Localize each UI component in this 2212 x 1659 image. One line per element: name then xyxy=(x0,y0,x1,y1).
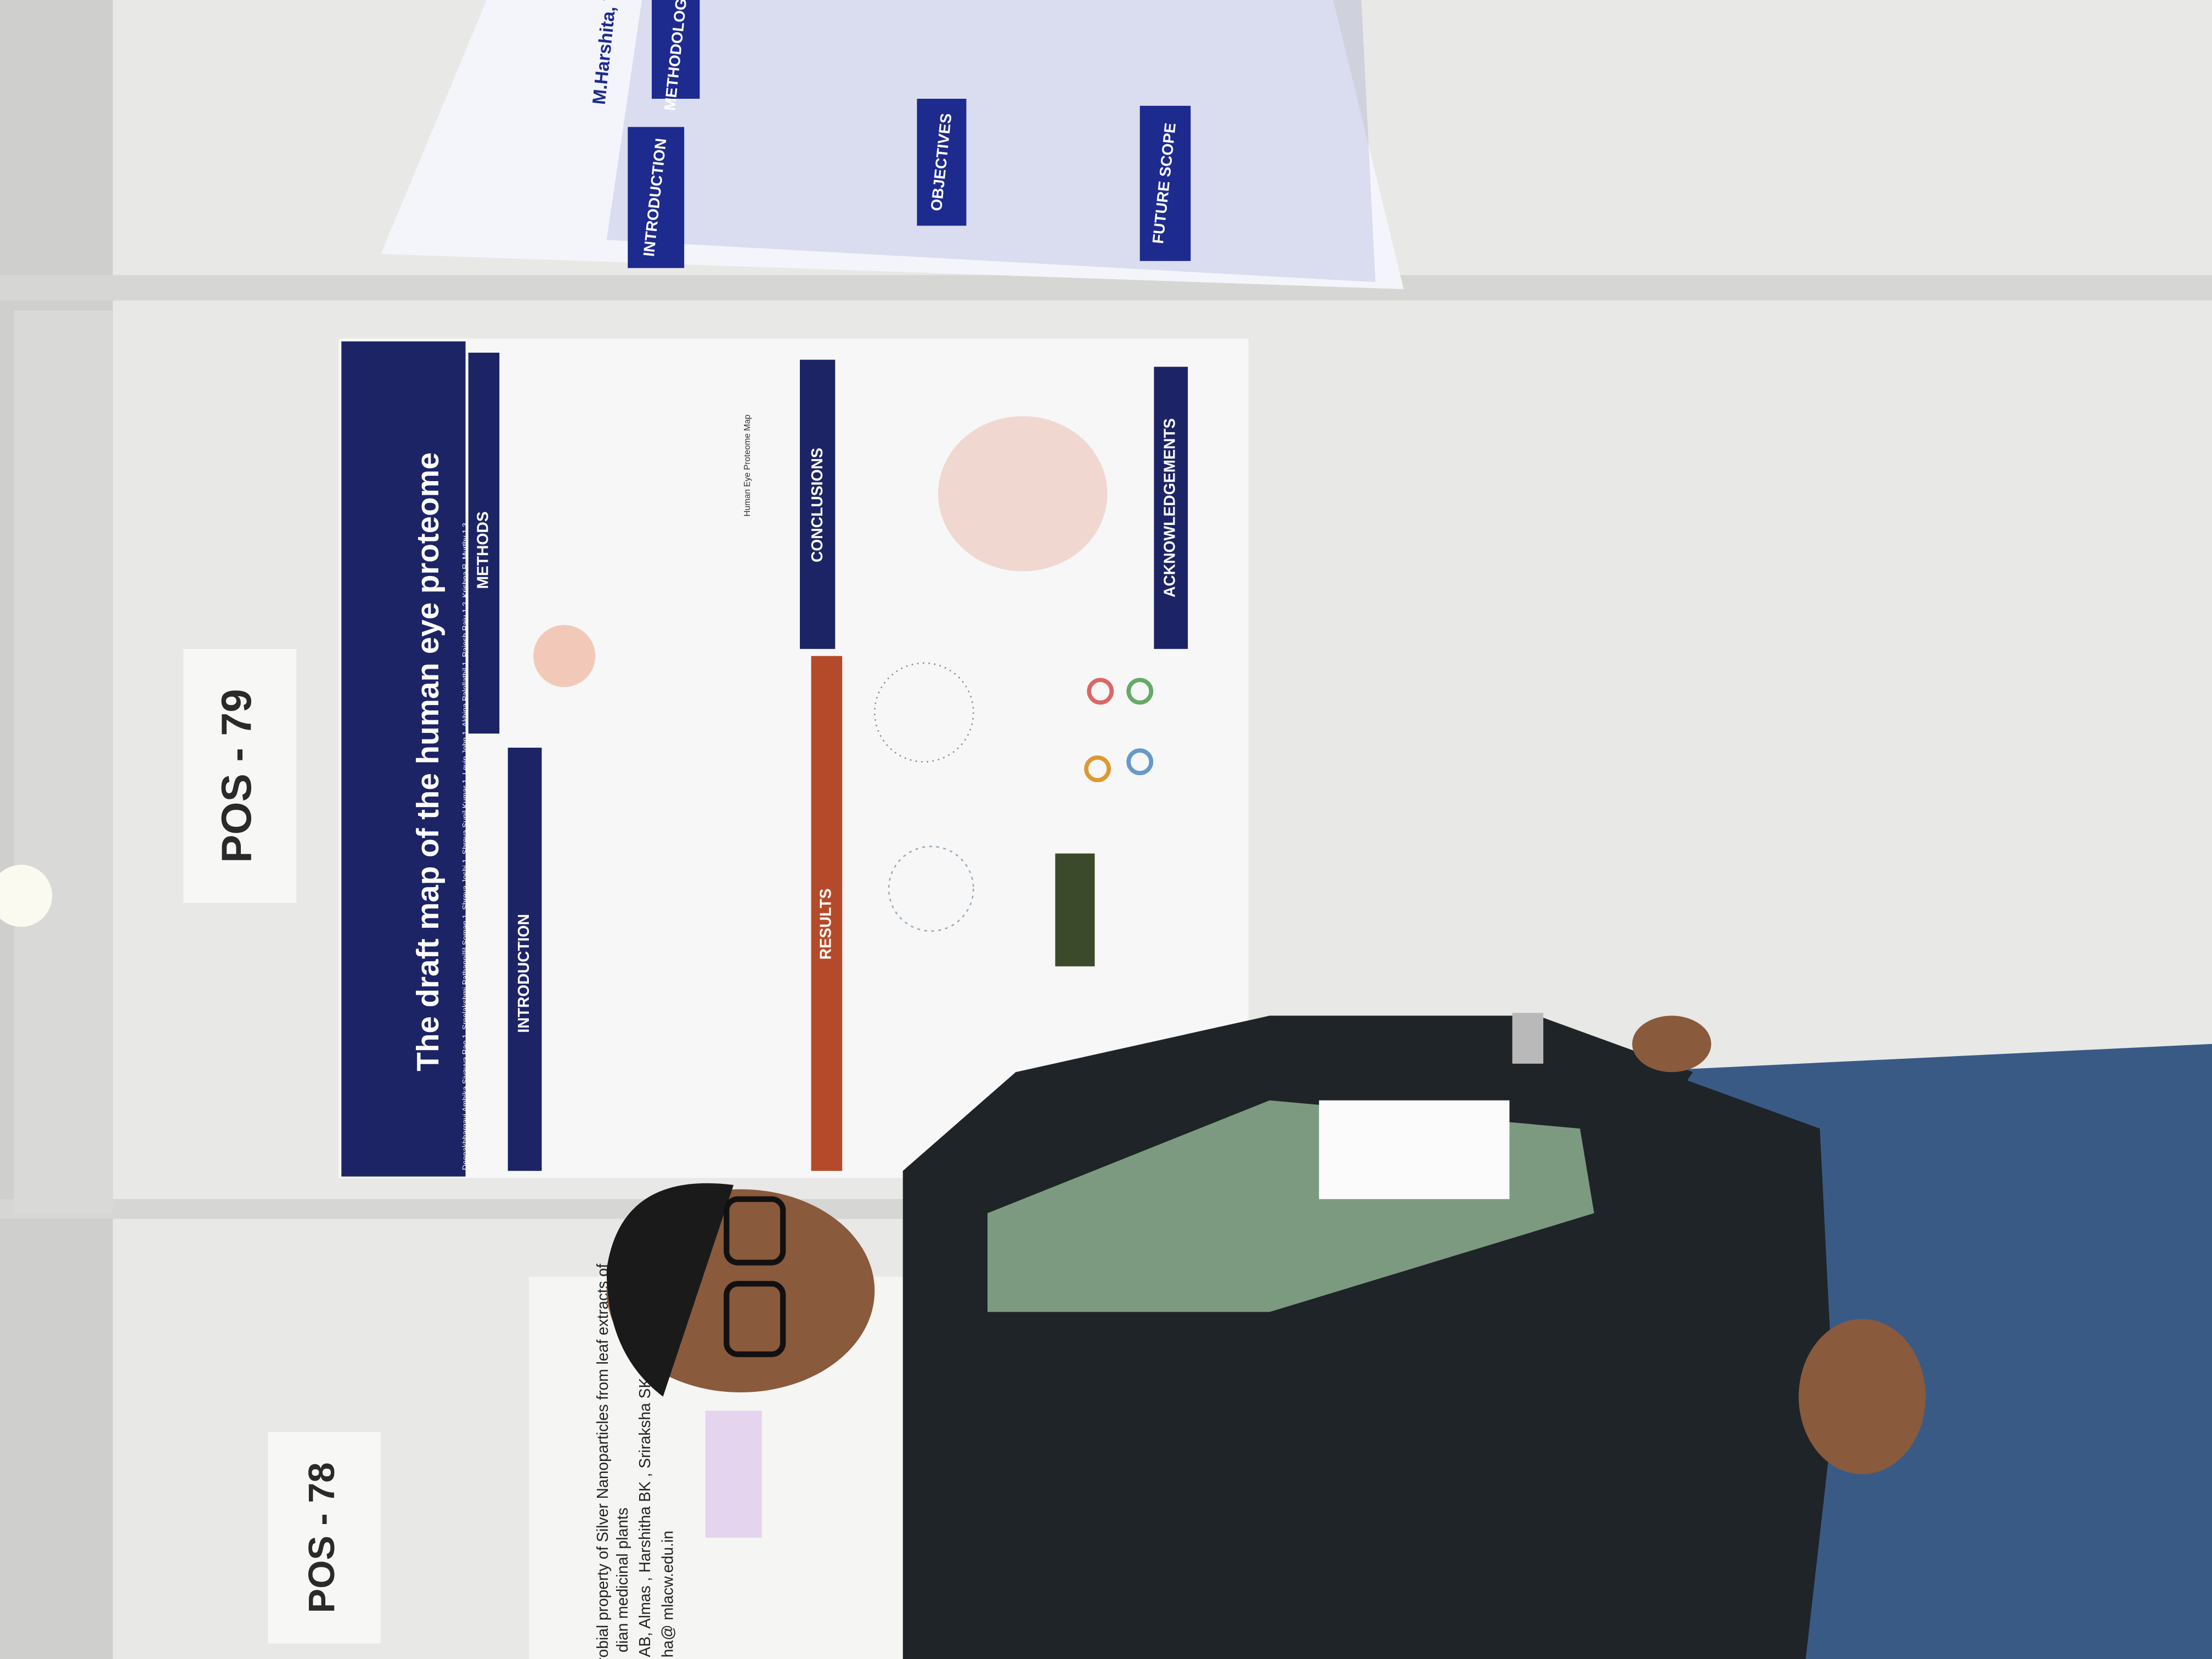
poster-title: The draft map of the human eye proteome xyxy=(410,452,445,1071)
hand xyxy=(1798,1319,1926,1475)
poster-line: ha@ mlacw.edu.in xyxy=(658,1531,676,1657)
sign xyxy=(268,1432,381,1644)
figure xyxy=(705,1410,762,1538)
sign-label: POS - 78 xyxy=(301,1462,342,1613)
header-box xyxy=(507,747,542,1171)
panel-post xyxy=(14,310,113,1214)
sign xyxy=(183,648,296,903)
poster-line: crobial property of Silver Nanoparticles… xyxy=(594,1263,611,1659)
header-box xyxy=(628,127,685,268)
glasses xyxy=(724,1196,786,1266)
figure xyxy=(874,662,974,763)
section-header: RESULTS xyxy=(816,888,834,960)
header-box xyxy=(800,359,836,649)
figure xyxy=(533,625,596,687)
sign-label: POS - 79 xyxy=(213,689,261,863)
lamp xyxy=(0,865,53,927)
figure xyxy=(1055,853,1095,967)
title-band xyxy=(341,341,466,1177)
section-header: METHODS xyxy=(473,511,491,589)
header-box xyxy=(1154,366,1188,649)
glasses xyxy=(724,1280,786,1357)
poster-line: dian medicinal plants xyxy=(613,1508,631,1652)
header-box xyxy=(468,352,500,734)
figure-label: Human Eye Proteome Map xyxy=(743,415,752,517)
figure xyxy=(938,416,1108,572)
header-box xyxy=(652,0,700,99)
section-header: INTRODUCTION xyxy=(515,914,532,1033)
section-header: CONCLUSIONS xyxy=(808,448,826,562)
poster-authors: Deepakbhargavi Ambika Sivayya Rao 1, Sre… xyxy=(460,523,469,1170)
figure xyxy=(888,845,974,932)
figure xyxy=(1126,748,1154,775)
figure xyxy=(1126,678,1154,705)
watch xyxy=(1512,1013,1544,1064)
section-header: ACKNOWLEDGEMENTS xyxy=(1161,418,1178,597)
poster-line: n AB, Almas , Harshitha BK , Sriraksha S… xyxy=(636,1378,653,1659)
header-box xyxy=(1139,105,1191,261)
figure xyxy=(1084,755,1111,782)
arm xyxy=(1269,1015,1693,1115)
badge xyxy=(1319,1100,1510,1199)
header-box xyxy=(917,99,967,226)
hand xyxy=(1632,1015,1712,1073)
top-poster-band xyxy=(606,0,1376,283)
figure xyxy=(1087,678,1114,705)
hair xyxy=(606,1183,734,1397)
header-box xyxy=(811,656,843,1171)
panel-frame xyxy=(0,275,2212,301)
